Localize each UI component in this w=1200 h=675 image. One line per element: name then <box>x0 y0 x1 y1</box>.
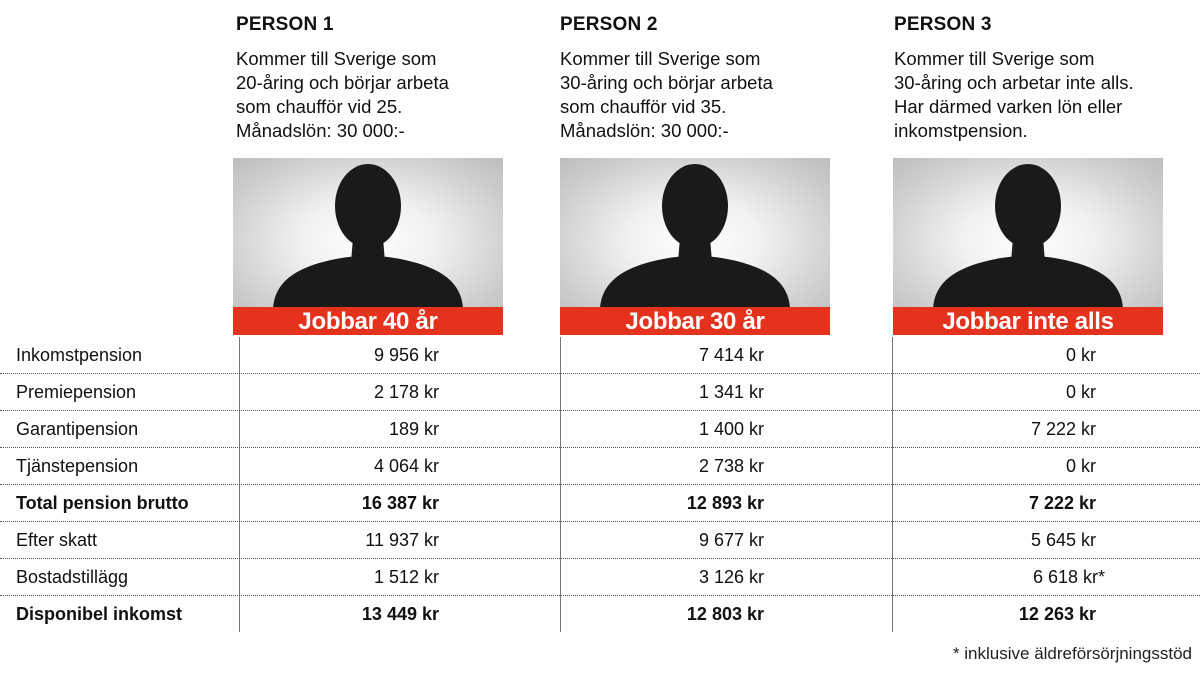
row-divider <box>0 558 1200 559</box>
person-2-banner: Jobbar 30 år <box>560 307 830 335</box>
row-label: Garantipension <box>16 419 139 439</box>
cell-person-3: 5 645 kr <box>1030 530 1096 550</box>
row-label: Inkomstpension <box>16 345 143 365</box>
person-1-header: PERSON 1 Kommer till Sverige som 20-årin… <box>236 12 536 143</box>
cell-person-3: 6 618 kr* <box>1032 567 1105 587</box>
person-title: PERSON 3 <box>894 14 992 35</box>
row-label: Tjänstepension <box>16 456 139 476</box>
cell-person-2: 1 341 kr <box>698 382 764 402</box>
cell-person-2: 1 400 kr <box>698 419 764 439</box>
table-row-inkomstpension: Inkomstpension 9 956 kr 7 414 kr 0 kr <box>0 337 1200 374</box>
cell-person-3: 0 kr <box>1065 456 1096 476</box>
row-divider <box>0 521 1200 522</box>
person-silhouette-icon <box>273 164 463 308</box>
description-line: Kommer till Sverige som <box>560 48 761 69</box>
person-3-banner: Jobbar inte alls <box>893 307 1163 335</box>
cell-person-1: 13 449 kr <box>361 604 439 624</box>
row-divider <box>0 373 1200 374</box>
cell-person-1: 189 kr <box>388 419 439 439</box>
table-row-garantipension: Garantipension 189 kr 1 400 kr 7 222 kr <box>0 411 1200 448</box>
description-line: Kommer till Sverige som <box>894 48 1095 69</box>
cell-person-3: 0 kr <box>1065 382 1096 402</box>
row-label: Premiepension <box>16 382 137 402</box>
description-line: Kommer till Sverige som <box>236 48 437 69</box>
table-row-disponibel-inkomst: Disponibel inkomst 13 449 kr 12 803 kr 1… <box>0 596 1200 633</box>
person-silhouette-icon <box>600 164 790 308</box>
row-label: Total pension brutto <box>16 493 189 513</box>
row-divider <box>0 484 1200 485</box>
description-line: Månadslön: 30 000:- <box>560 120 729 141</box>
row-divider <box>0 410 1200 411</box>
cell-person-1: 9 956 kr <box>373 345 439 365</box>
cell-person-2: 12 893 kr <box>686 493 764 513</box>
person-silhouette-icon <box>933 164 1123 308</box>
description-line: Månadslön: 30 000:- <box>236 120 405 141</box>
cell-person-2: 9 677 kr <box>698 530 764 550</box>
person-3-photo <box>893 158 1163 308</box>
cell-person-3: 7 222 kr <box>1030 419 1096 439</box>
cell-person-1: 1 512 kr <box>373 567 439 587</box>
person-title: PERSON 1 <box>236 14 334 35</box>
row-divider <box>0 447 1200 448</box>
cell-person-3: 0 kr <box>1065 345 1096 365</box>
cell-person-1: 16 387 kr <box>361 493 439 513</box>
description-line: 30-åring och arbetar inte alls. <box>894 72 1134 93</box>
cell-person-3: 7 222 kr <box>1028 493 1096 513</box>
person-1-photo <box>233 158 503 308</box>
table-row-efter-skatt: Efter skatt 11 937 kr 9 677 kr 5 645 kr <box>0 522 1200 559</box>
description-line: som chaufför vid 35. <box>560 96 727 117</box>
person-description: Kommer till Sverige som 30-åring och bör… <box>560 47 860 143</box>
description-line: inkomstpension. <box>894 120 1028 141</box>
cell-person-2: 3 126 kr <box>698 567 764 587</box>
table-row-tjanstepension: Tjänstepension 4 064 kr 2 738 kr 0 kr <box>0 448 1200 485</box>
cell-person-2: 7 414 kr <box>698 345 764 365</box>
person-2-header: PERSON 2 Kommer till Sverige som 30-årin… <box>560 12 860 143</box>
description-line: 30-åring och börjar arbeta <box>560 72 773 93</box>
table-row-total-pension-brutto: Total pension brutto 16 387 kr 12 893 kr… <box>0 485 1200 522</box>
cell-person-1: 4 064 kr <box>373 456 439 476</box>
description-line: 20-åring och börjar arbeta <box>236 72 449 93</box>
row-label: Efter skatt <box>16 530 98 550</box>
description-line: Har därmed varken lön eller <box>894 96 1123 117</box>
row-label: Bostadstillägg <box>16 567 129 587</box>
person-description: Kommer till Sverige som 20-åring och bör… <box>236 47 536 143</box>
table-row-premiepension: Premiepension 2 178 kr 1 341 kr 0 kr <box>0 374 1200 411</box>
cell-person-3: 12 263 kr <box>1018 604 1096 624</box>
cell-person-2: 12 803 kr <box>686 604 764 624</box>
person-description: Kommer till Sverige som 30-åring och arb… <box>894 47 1194 143</box>
row-divider <box>0 595 1200 596</box>
table-row-bostadstillagg: Bostadstillägg 1 512 kr 3 126 kr 6 618 k… <box>0 559 1200 596</box>
cell-person-2: 2 738 kr <box>698 456 764 476</box>
row-label: Disponibel inkomst <box>16 604 183 624</box>
person-2-photo <box>560 158 830 308</box>
cell-person-1: 2 178 kr <box>373 382 439 402</box>
person-title: PERSON 2 <box>560 14 658 35</box>
person-3-header: PERSON 3 Kommer till Sverige som 30-årin… <box>894 12 1194 143</box>
footnote: * inklusive äldreförsörjningsstöd <box>952 644 1192 663</box>
description-line: som chaufför vid 25. <box>236 96 403 117</box>
cell-person-1: 11 937 kr <box>365 530 439 550</box>
person-1-banner: Jobbar 40 år <box>233 307 503 335</box>
